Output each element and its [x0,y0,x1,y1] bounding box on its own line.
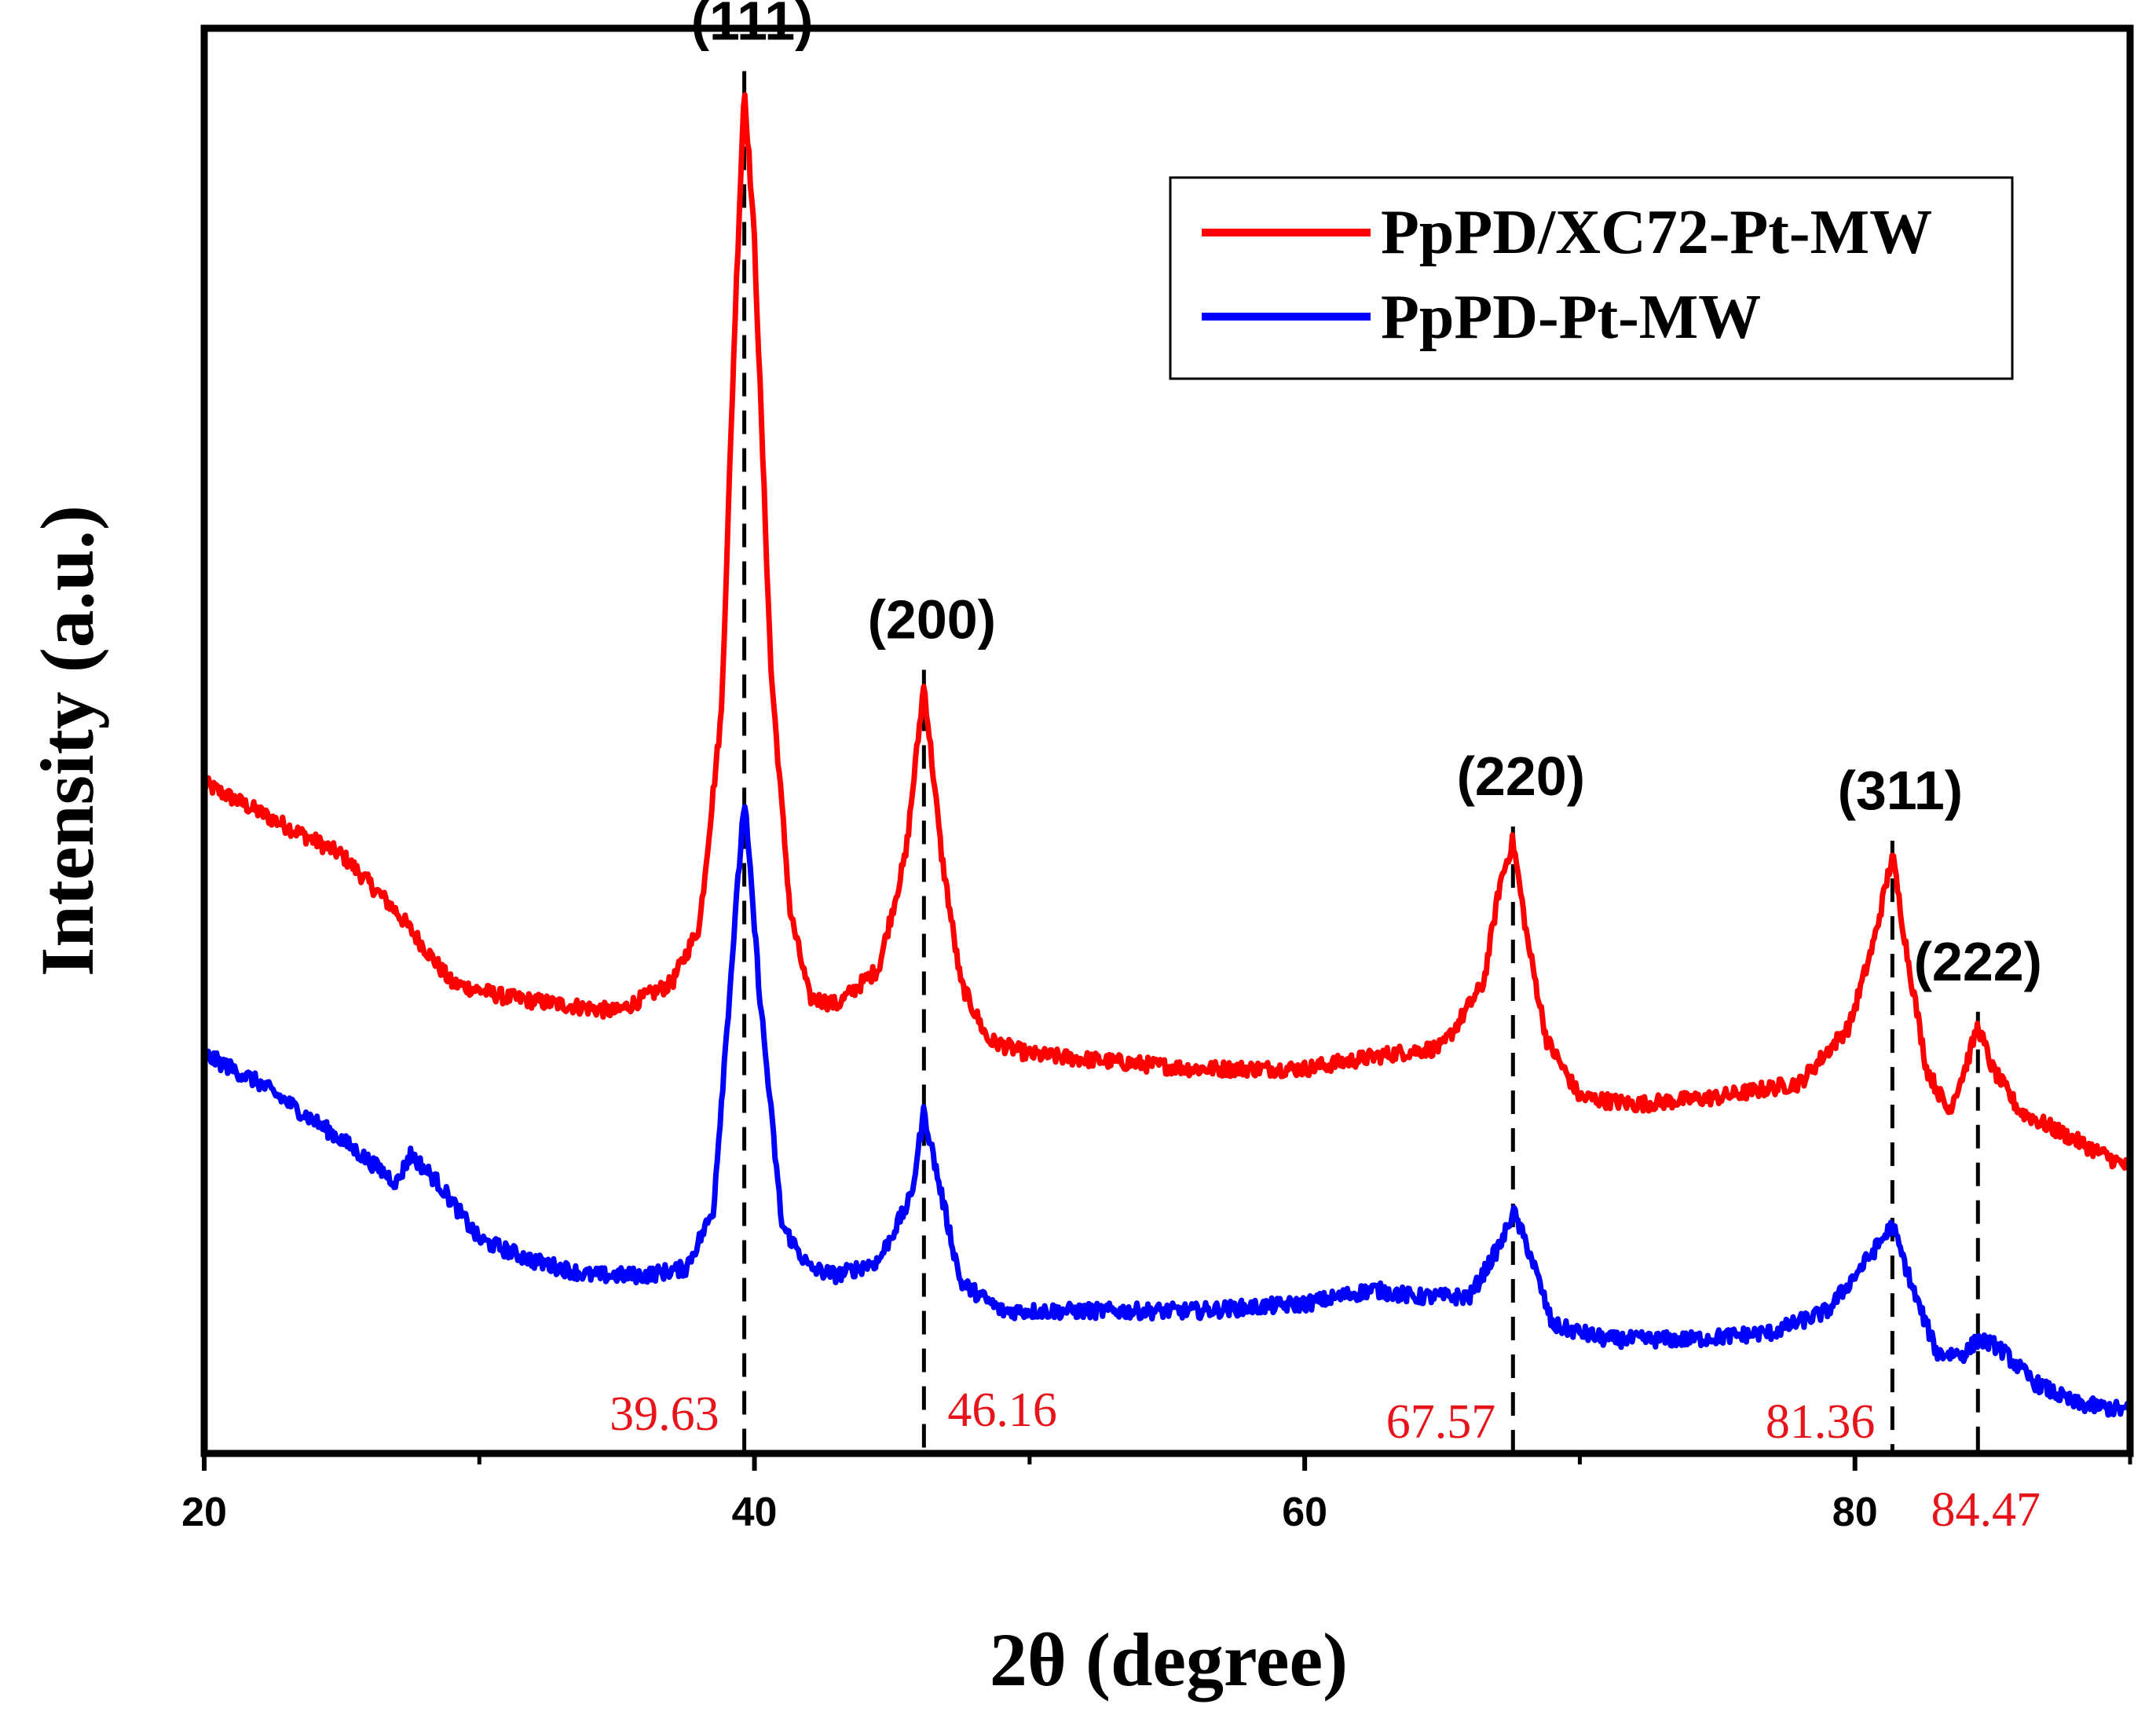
x-tick-label: 20 [181,1490,227,1535]
peak-position-label: 84.47 [1931,1483,2041,1537]
plot-frame [200,24,2134,1457]
peak-position-label: 67.57 [1386,1395,1496,1449]
hkl-label: (311) [1838,760,1964,821]
hkl-label: (222) [1914,931,2042,992]
x-tick-label: 40 [732,1490,778,1535]
legend-label-ppd: PpPD-Pt-MW [1381,283,1761,352]
x-tick-label: 80 [1832,1490,1878,1535]
legend-label-ppd-xc72: PpPD/XC72-Pt-MW [1381,198,1932,267]
peak-position-label: 81.36 [1766,1395,1876,1449]
axis-ticks: 20 40 60 80 [181,1453,2132,1535]
peak-position-label: 46.16 [947,1384,1057,1437]
reference-lines: (111)39.63(200)46.16(220)67.57(311)81.36… [609,0,2042,1537]
hkl-label: (220) [1457,746,1585,807]
x-axis-title: 2θ (degree) [990,1618,1348,1702]
series-line-1 [201,804,2132,1418]
legend: PpPD/XC72-Pt-MW PpPD-Pt-MW [1169,176,2014,380]
x-tick-label: 60 [1282,1490,1327,1535]
y-axis-title: Intensity (a.u.) [25,505,109,977]
series-line-0 [201,92,2132,1171]
peak-position-label: 39.63 [609,1387,719,1441]
series-group [201,92,2132,1418]
legend-box [1169,176,2014,380]
hkl-label: (200) [868,588,996,650]
